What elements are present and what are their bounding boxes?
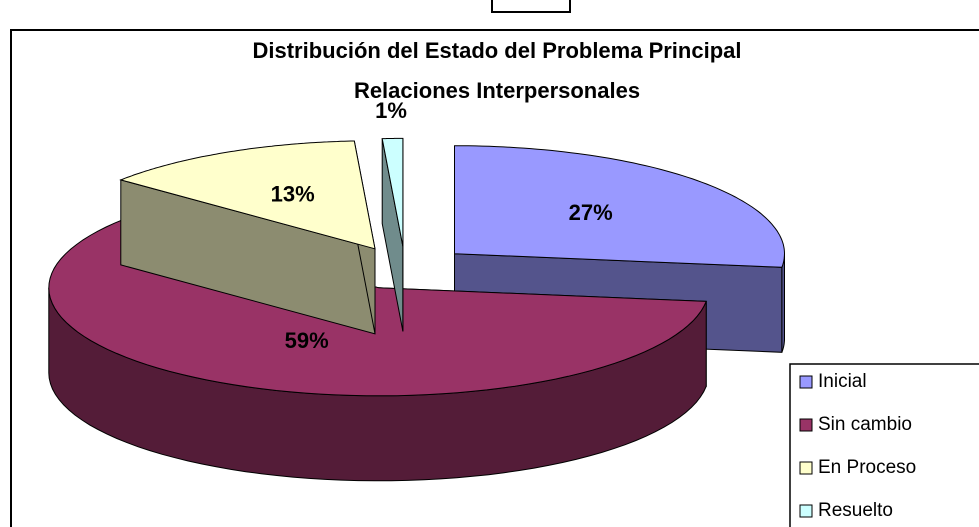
chart-title: Relaciones Interpersonales [354,78,640,103]
chart-frame [10,29,979,527]
data-label: 13% [271,182,315,207]
legend-swatch [799,418,813,432]
legend-swatch [799,461,813,475]
legend-label: Inicial [818,371,867,392]
top-box [491,0,571,13]
legend-label: Resuelto [818,500,893,521]
pie-slice [381,137,404,332]
slice-top [454,145,786,268]
legend-swatch [799,375,813,389]
data-label: 1% [375,98,407,123]
data-label: 27% [569,200,613,225]
legend-label: En Proceso [818,457,916,478]
legend-swatch [799,504,813,518]
slice-top [381,137,404,247]
legend-label: Sin cambio [818,414,912,435]
chart-title: Distribución del Estado del Problema Pri… [253,38,742,63]
slice-wall [781,253,785,353]
slice-top [119,140,376,250]
data-label: 59% [285,328,329,353]
pie-slice [119,140,376,335]
legend-box [789,363,979,527]
